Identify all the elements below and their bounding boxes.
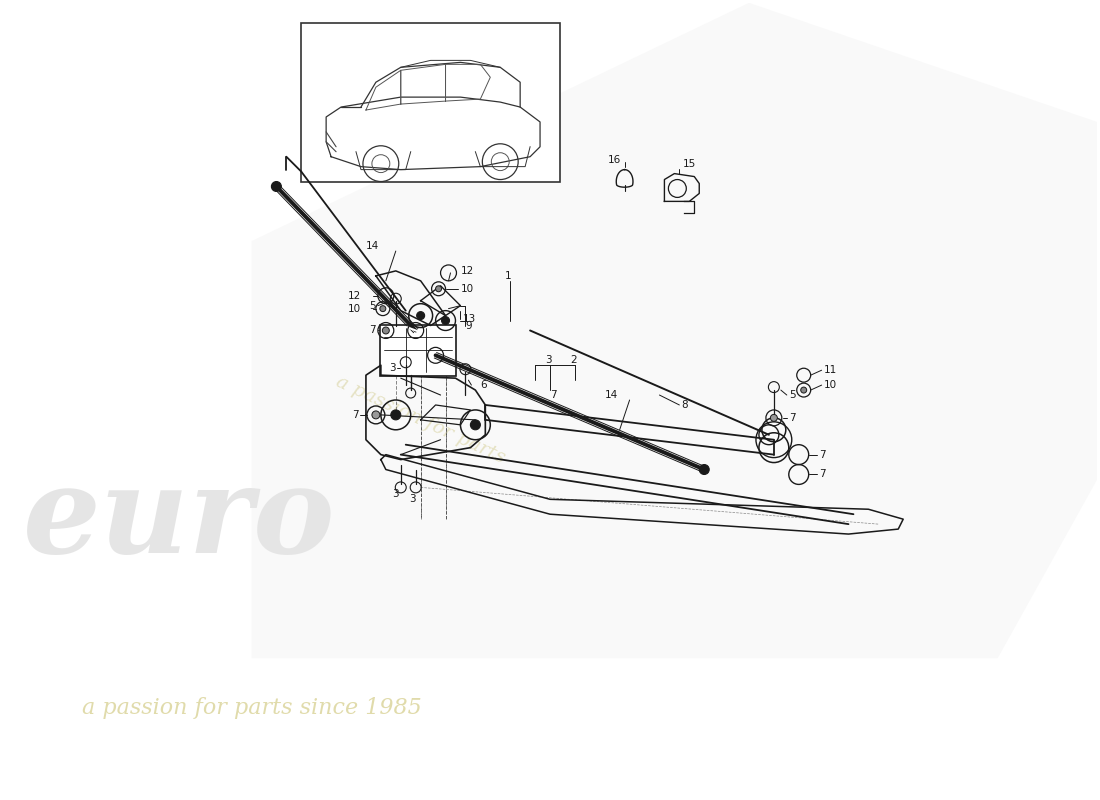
Text: 13: 13 [462, 314, 475, 323]
Circle shape [436, 286, 441, 292]
Text: 7: 7 [818, 470, 825, 479]
Circle shape [770, 414, 778, 422]
Text: 14: 14 [605, 390, 618, 400]
Text: 3: 3 [409, 494, 416, 504]
Circle shape [372, 411, 379, 419]
Polygon shape [252, 2, 1097, 658]
Text: 7: 7 [550, 390, 557, 400]
Text: 11: 11 [824, 366, 837, 375]
Circle shape [379, 306, 386, 312]
Text: 7: 7 [789, 413, 795, 423]
Circle shape [417, 312, 425, 319]
Text: a passion for parts: a passion for parts [333, 373, 508, 467]
Text: 3: 3 [544, 355, 552, 366]
Text: 7: 7 [818, 450, 825, 460]
Text: 10: 10 [824, 380, 837, 390]
Text: 9: 9 [465, 321, 472, 330]
Text: 6: 6 [481, 380, 487, 390]
Text: a passion for parts since 1985: a passion for parts since 1985 [82, 697, 422, 719]
Circle shape [700, 465, 710, 474]
Text: 1: 1 [505, 271, 512, 281]
Text: 10: 10 [461, 284, 474, 294]
Text: 8: 8 [681, 400, 688, 410]
Text: 10: 10 [348, 304, 361, 314]
Text: 7: 7 [370, 326, 376, 335]
Text: 14: 14 [366, 241, 379, 251]
Text: 5: 5 [789, 390, 795, 400]
Circle shape [272, 182, 282, 191]
Text: 3: 3 [389, 363, 396, 374]
Text: 5: 5 [370, 301, 376, 310]
Circle shape [801, 387, 806, 393]
Text: 16: 16 [608, 154, 622, 165]
Circle shape [471, 420, 481, 430]
Circle shape [441, 317, 450, 325]
Text: 12: 12 [461, 266, 474, 276]
Text: euro: euro [23, 460, 336, 578]
Text: 2: 2 [570, 355, 576, 366]
Text: 3: 3 [393, 490, 399, 499]
Text: 15: 15 [683, 158, 696, 169]
Text: 12: 12 [348, 290, 361, 301]
Circle shape [390, 410, 400, 420]
Bar [301, 22, 560, 182]
FancyBboxPatch shape [379, 325, 456, 376]
Circle shape [383, 327, 389, 334]
Text: 7: 7 [352, 410, 359, 420]
